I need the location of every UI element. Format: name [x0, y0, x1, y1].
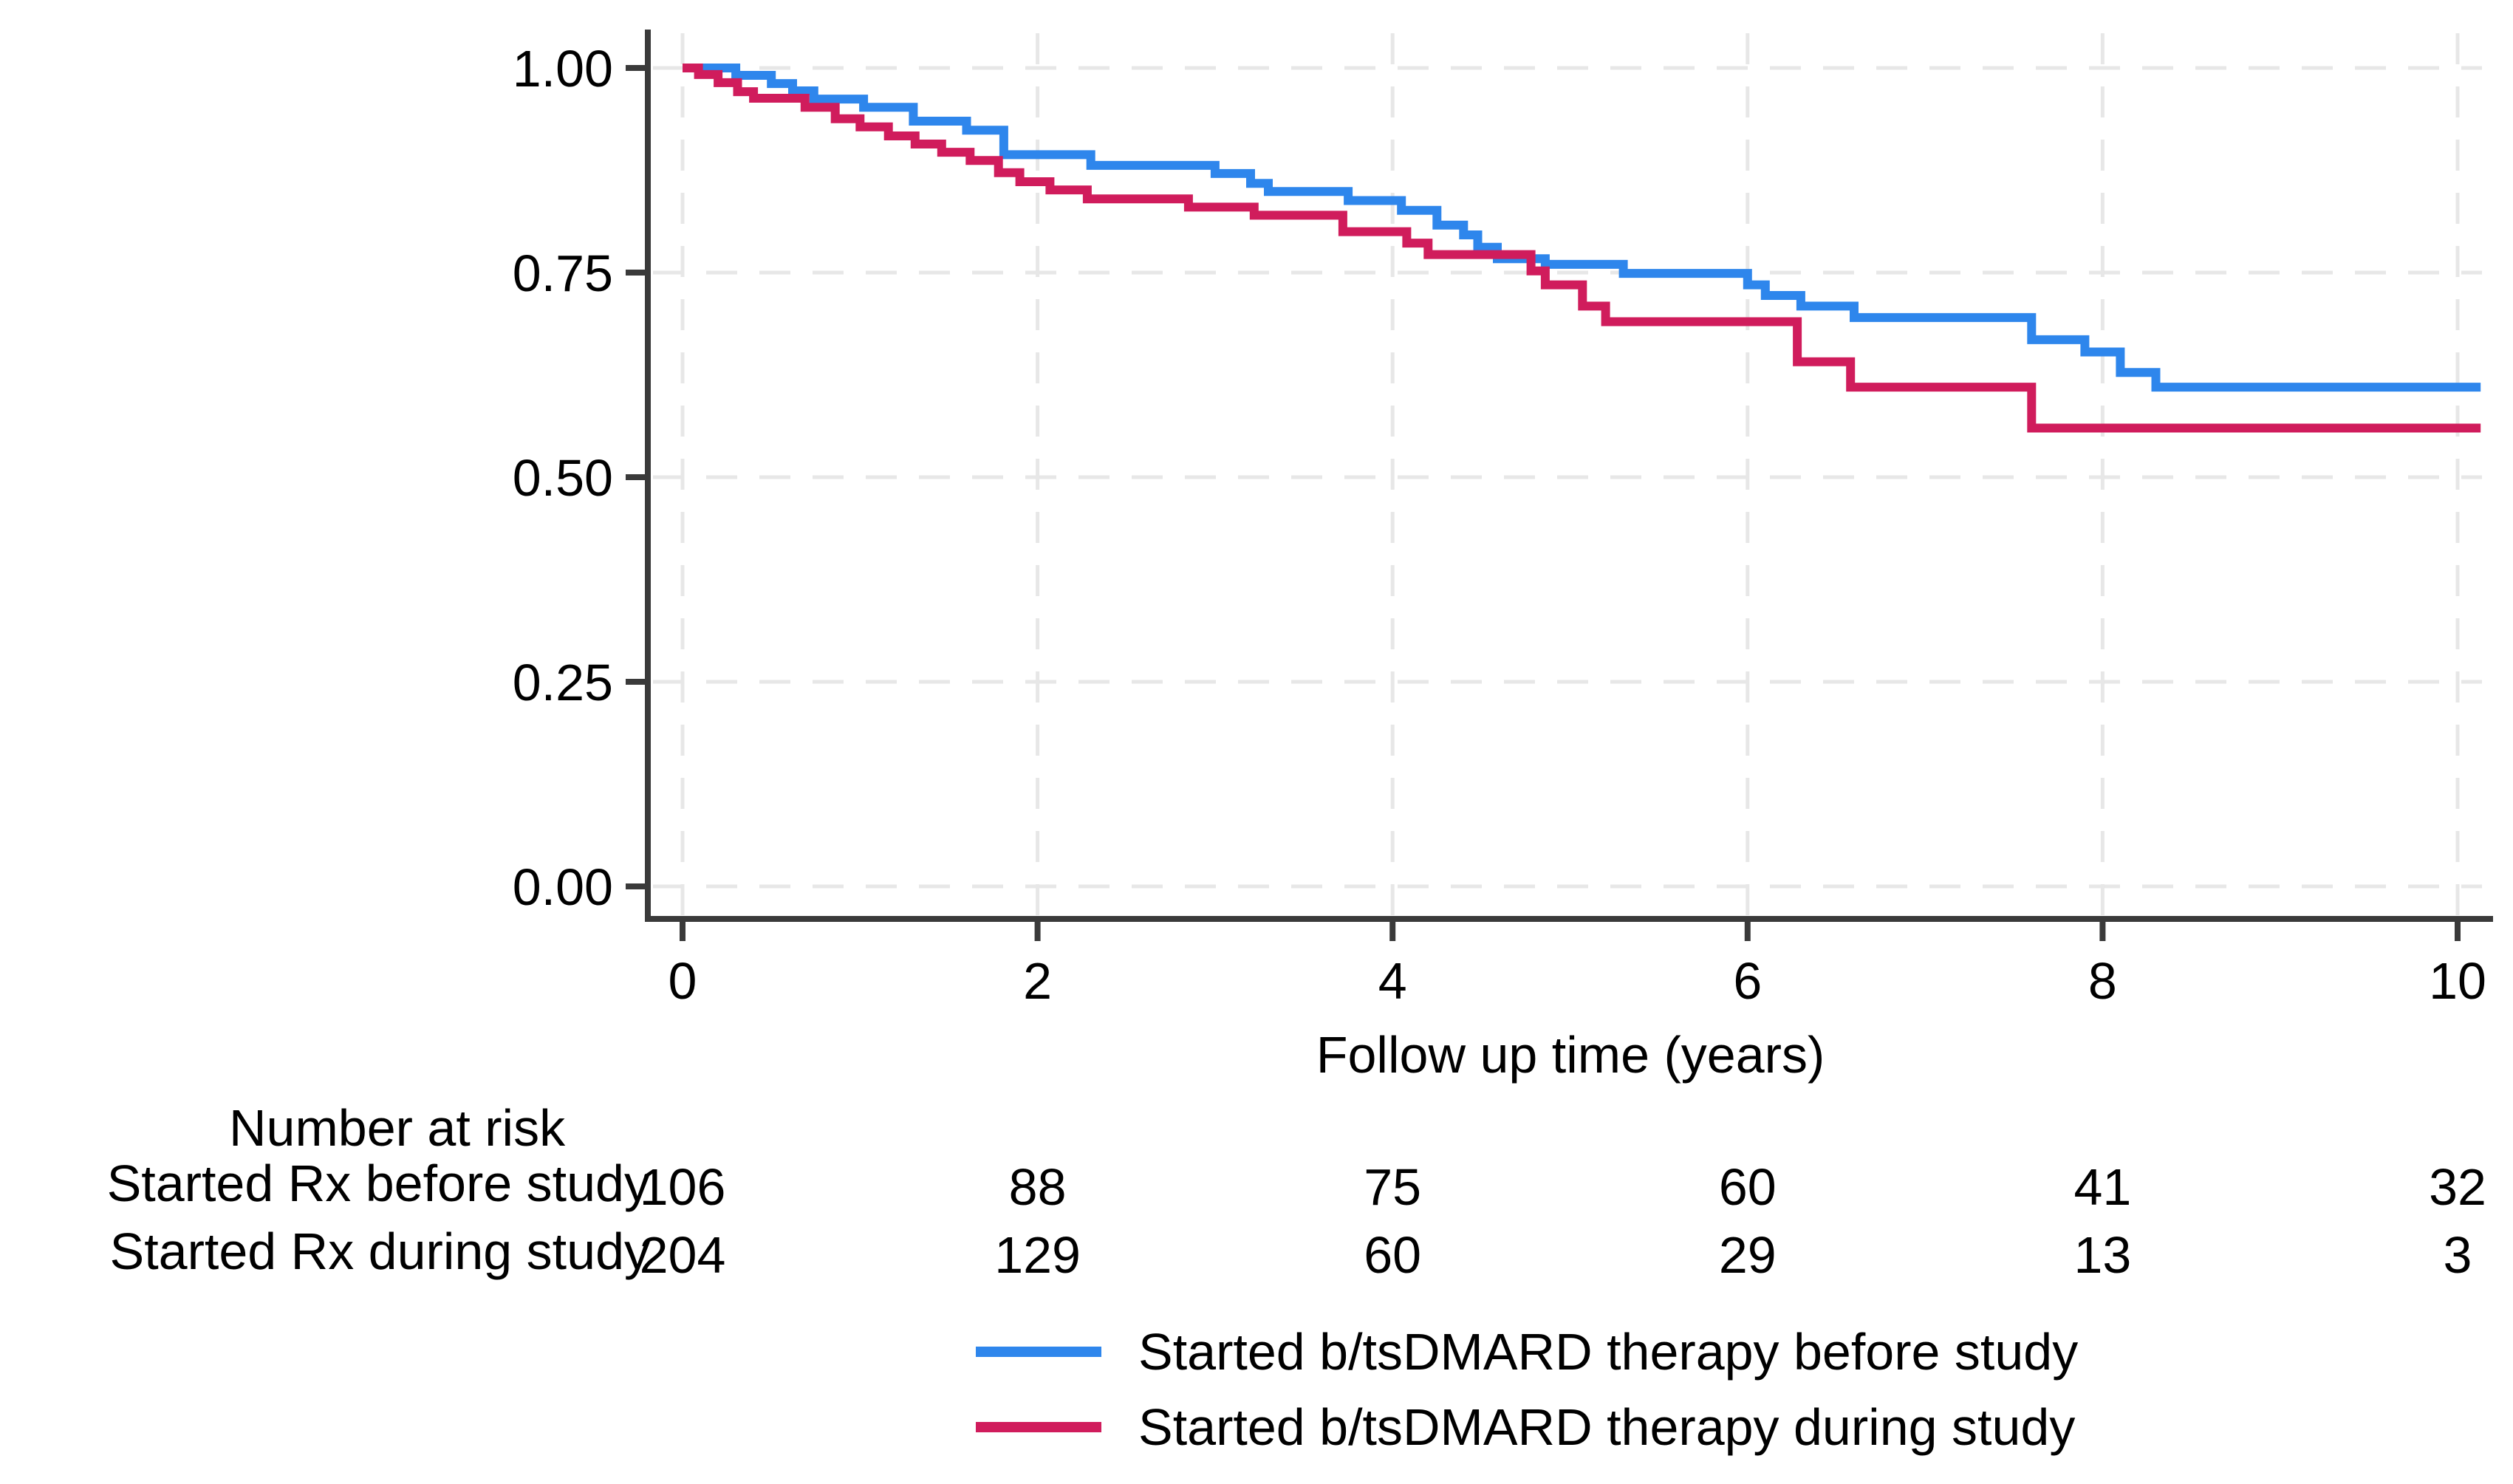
risk-count: 129 [994, 1226, 1081, 1284]
x-tick-label: 8 [2088, 952, 2117, 1010]
legend-label-during-study: Started b/tsDMARD therapy during study [1138, 1398, 2076, 1456]
x-tick-label: 4 [1378, 952, 1407, 1010]
y-tick-label: 1.00 [513, 40, 613, 98]
risk-count: 29 [1719, 1226, 1777, 1284]
y-tick-label: 0.25 [513, 654, 613, 711]
km-curve-during-study [683, 64, 2481, 433]
x-tick-label: 0 [669, 952, 697, 1010]
y-tick-label: 0.00 [513, 858, 613, 916]
legend-line-swatch-before-study [976, 1347, 1101, 1357]
risk-count: 13 [2073, 1226, 2131, 1284]
risk-count: 32 [2429, 1158, 2486, 1216]
risk-row-label-during-study: Started Rx during study [109, 1223, 650, 1280]
legend-label-before-study: Started b/tsDMARD therapy before study [1138, 1323, 2079, 1381]
y-tick-label: 0.75 [513, 245, 613, 302]
km-curve-before-study [683, 64, 2481, 392]
risk-count: 204 [640, 1226, 726, 1284]
risk-table-header: Number at risk [229, 1099, 566, 1157]
x-tick-label: 6 [1733, 952, 1762, 1010]
risk-count: 60 [1719, 1158, 1777, 1216]
risk-count: 88 [1009, 1158, 1067, 1216]
y-tick-label: 0.50 [513, 449, 613, 507]
x-tick-label: 2 [1023, 952, 1052, 1010]
risk-row-label-before-study: Started Rx before study [106, 1155, 650, 1212]
legend-line-swatch-during-study [976, 1422, 1101, 1432]
risk-count: 3 [2444, 1226, 2472, 1284]
x-tick-label: 10 [2429, 952, 2486, 1010]
risk-count: 106 [640, 1158, 726, 1216]
risk-count: 60 [1364, 1226, 1421, 1284]
risk-count: 41 [2073, 1158, 2131, 1216]
risk-count: 75 [1364, 1158, 1421, 1216]
x-axis-title: Follow up time (years) [1316, 1026, 1825, 1084]
